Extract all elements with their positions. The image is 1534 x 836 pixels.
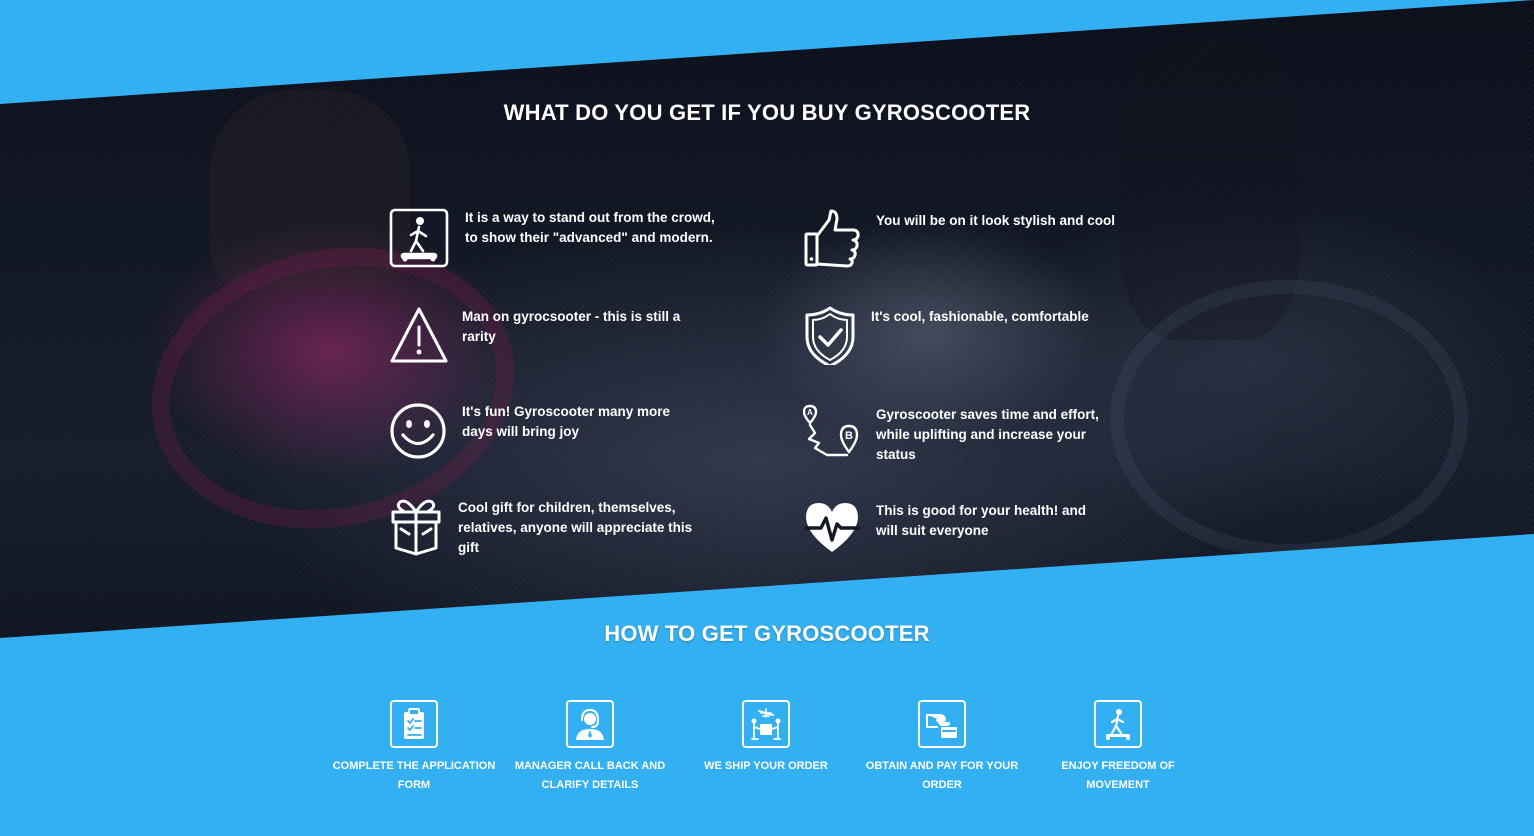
hoverboard-wheel-right	[1110, 280, 1468, 558]
step-label: COMPLETE THE APPLICATION FORM	[332, 760, 496, 791]
benefit-text: Man on gyrocsooter - this is still a rar…	[462, 309, 681, 344]
person-on-hoverboard-icon	[389, 208, 449, 268]
benefit-text: This is good for your health! and will s…	[876, 503, 1087, 538]
clipboard-form-icon	[390, 700, 438, 748]
benefit-text: You will be on it look stylish and cool	[876, 213, 1116, 228]
person-on-hoverboard-icon	[1094, 700, 1142, 748]
svg-text:B: B	[845, 430, 853, 442]
benefit-text: It's cool, fashionable, comfortable	[871, 309, 1089, 324]
benefit-text: It is a way to stand out from the crowd,…	[465, 210, 715, 245]
step-label: ENJOY FREEDOM OF MOVEMENT	[1061, 760, 1175, 791]
step-label: MANAGER CALL BACK AND CLARIFY DETAILS	[514, 760, 666, 791]
gift-box-icon	[389, 496, 449, 556]
thumbs-up-icon	[803, 208, 863, 268]
benefit-text: Gyroscooter saves time and effort, while…	[876, 407, 1099, 462]
benefit-text: It's fun! Gyroscooter many more days wil…	[462, 404, 671, 439]
step-label: WE SHIP YOUR ORDER	[704, 760, 828, 772]
delivery-shipping-icon	[742, 700, 790, 748]
step-obtain-pay: OBTAIN AND PAY FOR YOUR ORDER	[854, 700, 1030, 795]
svg-text:A: A	[807, 408, 813, 417]
benefits-title: WHAT DO YOU GET IF YOU BUY GYROSCOOTER	[503, 100, 1031, 125]
call-center-manager-icon	[566, 700, 614, 748]
heart-pulse-icon	[803, 498, 863, 558]
route-a-to-b-icon: A B	[803, 403, 863, 463]
step-complete-form: COMPLETE THE APPLICATION FORM	[326, 700, 502, 795]
step-manager-call: MANAGER CALL BACK AND CLARIFY DETAILS	[502, 700, 678, 795]
card-payment-icon	[918, 700, 966, 748]
smiley-face-icon	[389, 400, 449, 460]
benefit-text: Cool gift for children, themselves, rela…	[458, 500, 693, 555]
shield-check-icon	[803, 305, 863, 365]
step-enjoy-movement: ENJOY FREEDOM OF MOVEMENT	[1030, 700, 1206, 795]
step-ship-order: WE SHIP YOUR ORDER	[678, 700, 854, 776]
steps-title: HOW TO GET GYROSCOOTER	[604, 621, 930, 646]
step-label: OBTAIN AND PAY FOR YOUR ORDER	[865, 760, 1019, 791]
boot-silhouette-left	[210, 90, 410, 290]
warning-triangle-icon	[389, 305, 449, 365]
